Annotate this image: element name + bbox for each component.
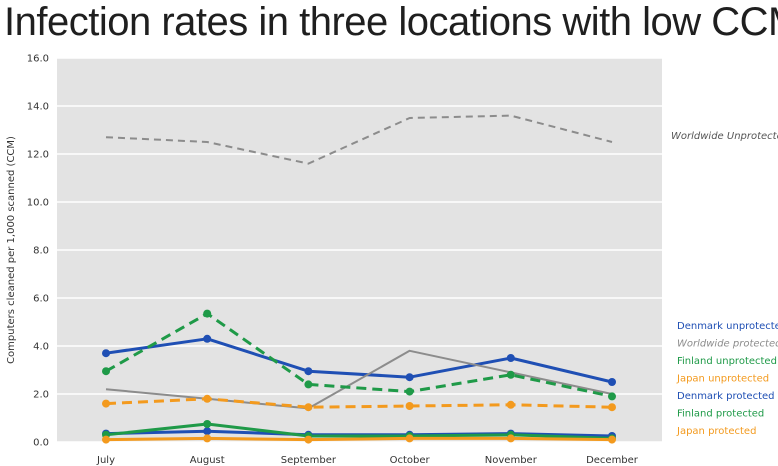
finland-unprotected-point	[608, 392, 616, 401]
y-axis-label: Computers cleaned per 1,000 scanned (CCM…	[6, 136, 17, 364]
finland-unprotected-point	[102, 367, 110, 376]
denmark-protected-point	[203, 427, 212, 436]
worldwide-unprotected-label: Worldwide Unprotected	[671, 131, 778, 142]
denmark-unprotected-point	[506, 354, 515, 362]
legend-worldwide-protected: Worldwide protected	[677, 339, 778, 350]
denmark-unprotected-line	[105, 337, 613, 384]
japan-protected-point	[405, 434, 414, 443]
y-tick-label: 10.0	[27, 198, 49, 209]
japan-protected-point	[102, 435, 110, 444]
japan-unprotected-point	[304, 403, 313, 412]
chart-title: Infection rates in three locations with …	[4, 0, 778, 44]
japan-unprotected-line	[105, 397, 613, 409]
legend-denmark-protected: Denmark protected	[677, 391, 775, 402]
finland-unprotected-point	[203, 309, 212, 318]
finland-unprotected-point	[304, 380, 313, 389]
denmark-unprotected-point	[203, 334, 212, 343]
x-tick-label: September	[281, 455, 337, 466]
denmark-unprotected-point	[405, 373, 414, 382]
y-tick-label: 14.0	[27, 102, 49, 113]
series-lines	[105, 114, 613, 442]
japan-protected-point	[506, 434, 515, 443]
finland-unprotected-line	[105, 312, 613, 398]
x-tick-label: November	[485, 455, 538, 466]
japan-unprotected-point	[608, 403, 616, 412]
x-tick-label: December	[586, 455, 639, 466]
y-tick-label: 0.0	[33, 438, 49, 449]
denmark-unprotected-point	[608, 378, 616, 386]
legend: Denmark unprotected Worldwide protected Fi…	[676, 321, 778, 437]
legend-japan-protected: Japan protected	[676, 426, 756, 437]
series-markers	[102, 309, 616, 444]
y-axis-ticks: 0.0 2.0 4.0 6.0 8.0 10.0 12.0 14.0 16.0	[27, 54, 49, 449]
worldwide-protected-line	[105, 349, 613, 410]
x-axis-ticks: July August September October November Decemb…	[96, 455, 639, 466]
x-tick-label: October	[390, 455, 431, 466]
finland-protected-point	[203, 420, 212, 428]
legend-denmark-unprotected: Denmark unprotected	[677, 321, 778, 332]
japan-unprotected-point	[102, 399, 110, 408]
japan-unprotected-point	[203, 394, 212, 403]
japan-unprotected-point	[405, 402, 414, 410]
japan-protected-point	[304, 435, 313, 444]
japan-protected-line	[105, 436, 613, 442]
denmark-unprotected-point	[304, 367, 313, 376]
y-tick-label: 16.0	[27, 54, 49, 65]
legend-japan-unprotected: Japan unprotected	[676, 374, 769, 385]
y-tick-label: 6.0	[33, 294, 49, 305]
finland-unprotected-point	[405, 387, 414, 396]
legend-finland-protected: Finland protected	[677, 409, 764, 420]
japan-protected-point	[608, 435, 616, 444]
x-tick-label: August	[190, 455, 225, 466]
denmark-unprotected-point	[102, 349, 110, 358]
finland-unprotected-point	[506, 370, 515, 379]
x-tick-label: July	[96, 455, 115, 466]
worldwide-unprotected-line	[105, 114, 613, 165]
japan-unprotected-point	[506, 400, 515, 409]
y-tick-label: 12.0	[27, 150, 49, 161]
finland-protected-line	[105, 422, 613, 440]
japan-protected-point	[203, 434, 212, 443]
legend-finland-unprotected: Finland unprotected	[677, 356, 777, 367]
y-tick-label: 2.0	[33, 390, 49, 401]
y-tick-label: 8.0	[33, 246, 49, 257]
y-tick-label: 4.0	[33, 342, 49, 353]
gridlines	[57, 57, 662, 443]
